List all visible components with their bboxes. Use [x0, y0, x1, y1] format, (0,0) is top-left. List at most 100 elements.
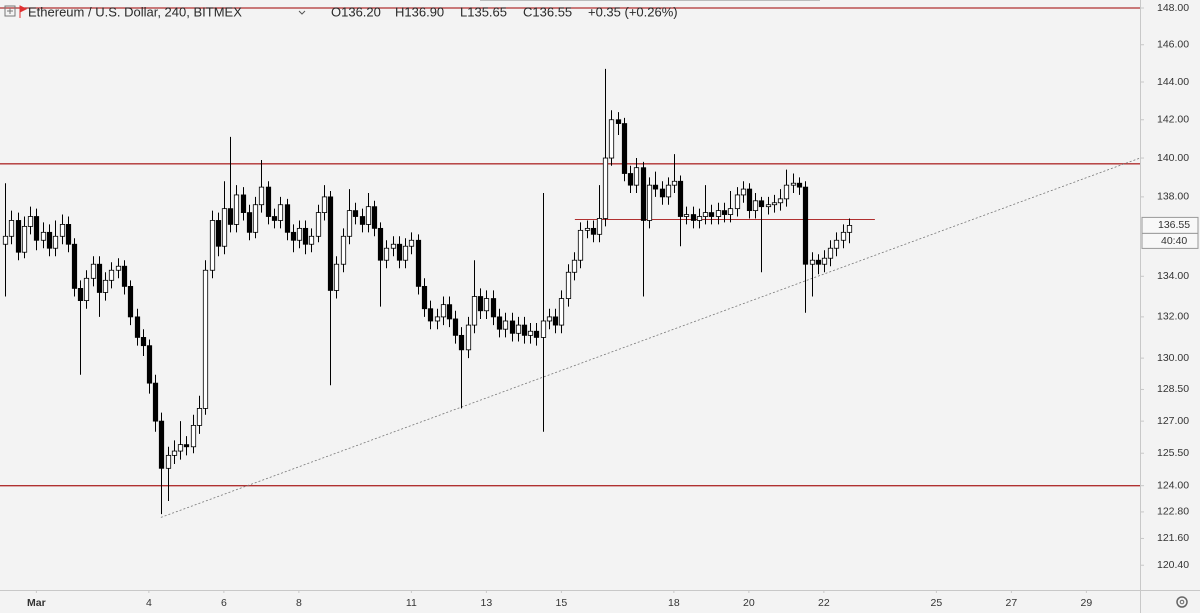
trendline [160, 157, 1141, 518]
candle-body [446, 304, 453, 320]
candle-body [277, 204, 284, 221]
candle-body [777, 198, 784, 204]
candle-body [546, 316, 553, 322]
candle-body [646, 184, 653, 221]
candle-body [333, 263, 340, 291]
x-tick-label: 18 [668, 597, 680, 609]
y-tick-label: 146.00 [1157, 39, 1189, 51]
last-price-label: 136.55 [1158, 219, 1190, 231]
candle-body [134, 316, 141, 338]
candle-body [608, 119, 615, 159]
candle-body [215, 220, 222, 247]
candle-body [633, 167, 640, 186]
candle-body [765, 204, 772, 208]
y-tick-label: 132.00 [1157, 311, 1189, 323]
candle-body [727, 208, 734, 215]
candle-body [371, 206, 378, 229]
candle-body [59, 224, 66, 237]
candle-body [271, 216, 278, 221]
candle-body [246, 212, 253, 233]
candle-body [721, 210, 728, 215]
candle-body [696, 216, 703, 221]
candle-body [659, 188, 666, 198]
x-tick-label: 4 [146, 597, 152, 609]
candle-body [734, 194, 741, 210]
candle-body [196, 408, 203, 426]
candle-body [565, 271, 572, 299]
candle-body [140, 337, 147, 347]
settings-gear-hub [1179, 599, 1185, 605]
candle-body [671, 180, 678, 186]
candle-body [90, 263, 97, 279]
x-tick-label: 13 [481, 597, 493, 609]
candle-body [590, 227, 597, 235]
candle-body [746, 188, 753, 212]
candle-body [209, 220, 216, 271]
candle-body [452, 318, 459, 336]
candle-body [221, 208, 228, 247]
expand-icon[interactable] [4, 5, 16, 17]
settings-gear[interactable] [1176, 596, 1188, 608]
candle-body [621, 123, 628, 174]
candle-body [790, 182, 797, 186]
y-tick-label: 121.60 [1157, 532, 1189, 544]
candle-body [315, 212, 322, 237]
candle-body [584, 227, 591, 231]
x-tick-label: Mar [27, 597, 46, 609]
candle-body [490, 298, 497, 318]
candle-body [233, 194, 240, 225]
candle-body [290, 231, 297, 241]
candle-body [815, 259, 822, 265]
candle-body [483, 298, 490, 312]
candle-body [627, 173, 634, 186]
candle-body [327, 196, 334, 291]
candle-body [177, 444, 184, 452]
candle-body [521, 324, 528, 336]
candle-body [365, 206, 372, 225]
x-tick-label: 6 [221, 597, 227, 609]
candle-body [440, 304, 447, 318]
candle-body [227, 208, 234, 225]
candle-body [527, 330, 534, 336]
candle-body [615, 119, 622, 124]
candle-body [65, 224, 72, 245]
candle-body [146, 345, 153, 384]
candle-body [665, 184, 672, 198]
candle-body [421, 285, 428, 310]
x-tick-label: 22 [818, 597, 830, 609]
x-tick-label: 11 [406, 597, 417, 609]
candle-body [127, 285, 134, 318]
y-tick-label: 130.00 [1157, 352, 1189, 364]
candle-body [71, 243, 78, 289]
countdown-label: 40:40 [1161, 235, 1187, 247]
candle-body [40, 231, 47, 241]
x-tick-label: 25 [931, 597, 943, 609]
candle-body [252, 204, 259, 233]
candle-body [833, 239, 840, 249]
candle-body [690, 214, 697, 221]
candle-body [752, 200, 759, 212]
candle-body [683, 214, 690, 217]
candle-body [96, 263, 103, 293]
candle-body [783, 184, 790, 200]
candle-body [183, 444, 190, 448]
x-tick-label: 15 [556, 597, 568, 609]
symbol-dropdown[interactable] [298, 10, 306, 15]
candle-body [715, 210, 722, 217]
x-tick-label: 27 [1006, 597, 1018, 609]
y-tick-label: 142.00 [1157, 114, 1189, 126]
legend-close: C136.55 [523, 4, 572, 19]
settings-icon[interactable] [1176, 596, 1188, 608]
candle-body [471, 296, 478, 326]
candle-body [758, 200, 765, 208]
candle-body [809, 259, 816, 265]
candle-body [302, 227, 309, 245]
candle-body [596, 218, 603, 235]
candle-body [821, 257, 828, 265]
candle-body [458, 334, 465, 351]
candle-body [552, 316, 559, 326]
candle-body [265, 186, 272, 217]
candle-body [496, 316, 503, 330]
